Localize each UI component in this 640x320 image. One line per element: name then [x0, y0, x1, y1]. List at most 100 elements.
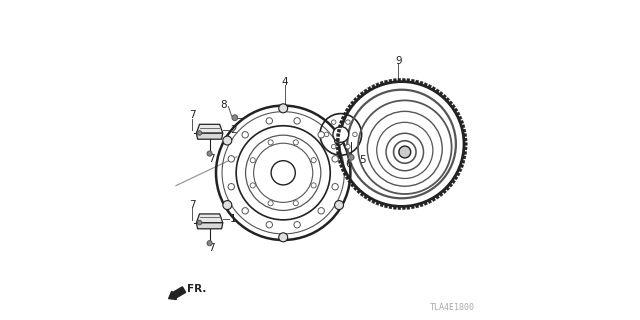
Circle shape	[250, 183, 255, 188]
Polygon shape	[341, 168, 345, 172]
Circle shape	[266, 118, 273, 124]
Polygon shape	[462, 129, 466, 132]
Circle shape	[346, 144, 350, 149]
Polygon shape	[454, 108, 458, 112]
Polygon shape	[356, 189, 361, 194]
Circle shape	[293, 201, 298, 206]
Polygon shape	[435, 195, 440, 199]
Polygon shape	[458, 116, 462, 120]
Polygon shape	[407, 79, 410, 82]
Polygon shape	[456, 172, 460, 176]
Polygon shape	[348, 180, 352, 184]
Circle shape	[332, 120, 336, 124]
Polygon shape	[343, 112, 347, 116]
Circle shape	[242, 208, 248, 214]
Circle shape	[207, 151, 212, 156]
Polygon shape	[411, 205, 414, 209]
Polygon shape	[345, 108, 349, 112]
Circle shape	[197, 131, 202, 135]
Circle shape	[250, 158, 255, 163]
Polygon shape	[337, 156, 341, 159]
Polygon shape	[403, 206, 405, 210]
Polygon shape	[380, 203, 383, 207]
Polygon shape	[460, 120, 464, 124]
Circle shape	[207, 241, 212, 246]
Polygon shape	[337, 151, 340, 155]
Polygon shape	[454, 176, 458, 180]
Polygon shape	[337, 129, 341, 132]
Polygon shape	[442, 94, 447, 99]
Polygon shape	[343, 172, 347, 176]
Circle shape	[232, 115, 237, 121]
Polygon shape	[353, 186, 358, 190]
Polygon shape	[415, 204, 419, 208]
Polygon shape	[428, 199, 431, 204]
Polygon shape	[356, 94, 361, 99]
Polygon shape	[463, 151, 467, 155]
Polygon shape	[339, 164, 344, 168]
Polygon shape	[196, 124, 223, 133]
Polygon shape	[376, 83, 380, 87]
Text: 7: 7	[208, 154, 214, 164]
Polygon shape	[464, 138, 467, 141]
Circle shape	[332, 156, 339, 162]
Circle shape	[318, 208, 324, 214]
Text: 4: 4	[282, 76, 288, 87]
Polygon shape	[439, 92, 443, 96]
Polygon shape	[380, 81, 383, 85]
Circle shape	[293, 140, 298, 145]
Polygon shape	[336, 143, 339, 145]
Polygon shape	[339, 120, 344, 124]
Polygon shape	[345, 176, 349, 180]
Polygon shape	[424, 83, 428, 87]
Circle shape	[223, 201, 232, 210]
Circle shape	[242, 132, 248, 138]
Polygon shape	[351, 183, 355, 187]
Polygon shape	[451, 180, 456, 184]
Polygon shape	[353, 98, 358, 102]
Text: FR.: FR.	[187, 284, 207, 294]
Polygon shape	[449, 101, 452, 105]
Polygon shape	[348, 104, 352, 108]
Circle shape	[332, 183, 339, 190]
Polygon shape	[364, 89, 368, 93]
Text: 1: 1	[230, 214, 237, 224]
Polygon shape	[420, 203, 423, 207]
Polygon shape	[360, 192, 364, 196]
Text: 8: 8	[220, 100, 227, 110]
Polygon shape	[458, 168, 462, 172]
Polygon shape	[367, 86, 372, 91]
Polygon shape	[461, 160, 465, 164]
Polygon shape	[431, 86, 436, 91]
Circle shape	[346, 120, 350, 124]
Circle shape	[268, 201, 273, 206]
Polygon shape	[338, 124, 342, 128]
Polygon shape	[196, 214, 223, 223]
Polygon shape	[461, 124, 465, 128]
Text: 7: 7	[208, 244, 214, 253]
Polygon shape	[336, 138, 339, 141]
Circle shape	[279, 233, 288, 242]
Polygon shape	[364, 195, 368, 199]
Circle shape	[271, 161, 295, 185]
Polygon shape	[451, 104, 456, 108]
Polygon shape	[442, 189, 447, 194]
Polygon shape	[398, 78, 401, 82]
Polygon shape	[431, 197, 436, 202]
Circle shape	[197, 220, 202, 225]
Circle shape	[266, 221, 273, 228]
Circle shape	[223, 136, 232, 145]
Polygon shape	[445, 186, 450, 190]
Circle shape	[399, 146, 411, 158]
Polygon shape	[385, 204, 388, 208]
Circle shape	[228, 183, 234, 190]
Polygon shape	[360, 92, 364, 96]
Polygon shape	[463, 133, 467, 137]
Circle shape	[294, 221, 300, 228]
Circle shape	[311, 183, 316, 188]
Circle shape	[228, 156, 234, 162]
Polygon shape	[394, 206, 396, 209]
Polygon shape	[415, 80, 419, 84]
Polygon shape	[403, 78, 405, 82]
Circle shape	[294, 118, 300, 124]
